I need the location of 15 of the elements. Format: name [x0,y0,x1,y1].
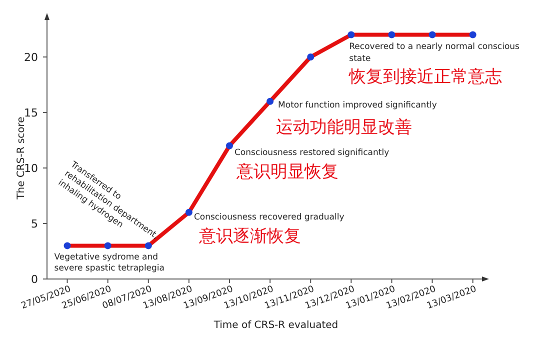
x-axis-title: Time of CRS-R evaluated [212,320,338,331]
annotation: Consciousness recovered gradually [194,212,344,222]
y-tick-label: 5 [31,217,38,230]
annotation: 运动功能明显改善 [276,117,412,138]
y-tick-label: 10 [24,162,38,175]
annotation: Motor function improved significantly [278,100,437,110]
y-tick-label: 15 [24,106,38,120]
y-tick-label: 0 [31,273,38,286]
annotation: Consciousness restored significantly [234,148,390,158]
annotation: Recovered to a nearly normal conscious state [349,42,520,64]
y-tick-label: 20 [24,50,38,64]
annotation: 意识明显恢复 [236,162,338,182]
annotation: Vegetative sydrome and severe spastic tetraplegia [54,252,165,274]
annotation: 意识逐渐恢复 [198,226,301,246]
annotation: 恢复到接近正常意志 [348,66,502,87]
